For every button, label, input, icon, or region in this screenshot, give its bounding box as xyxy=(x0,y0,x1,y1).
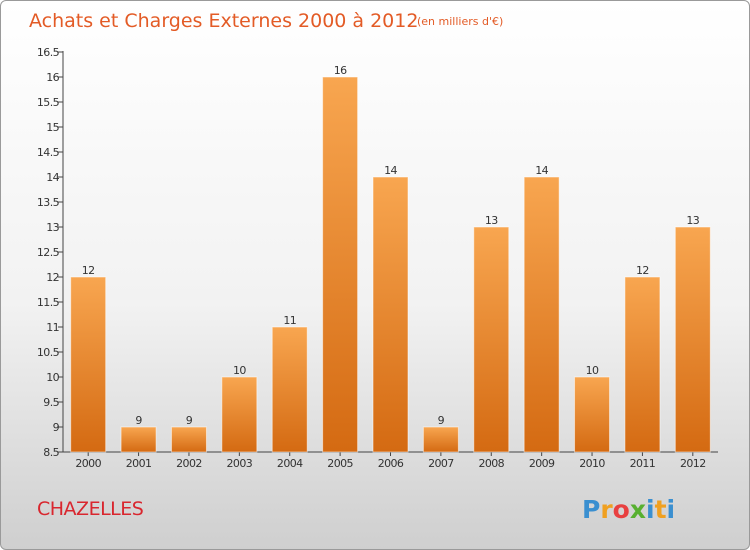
value-label: 14 xyxy=(384,164,397,177)
bar xyxy=(372,176,409,453)
bar xyxy=(221,376,258,453)
x-tick-label: 2009 xyxy=(529,457,555,470)
bar xyxy=(523,176,560,453)
value-label: 10 xyxy=(586,364,599,377)
x-tick-label: 2000 xyxy=(75,457,101,470)
x-tick-label: 2007 xyxy=(428,457,454,470)
commune-name: CHAZELLES xyxy=(37,498,143,520)
x-axis: 2000 2001 2002 2003 2004 2005 2006 2007 2008 2009… xyxy=(63,451,718,470)
y-tick-label: 9.5 xyxy=(43,396,59,409)
y-tick-label: 12 xyxy=(46,271,59,284)
y-tick-label: 12.5 xyxy=(37,246,60,259)
y-tick-label: 14 xyxy=(46,171,59,184)
bar xyxy=(422,426,459,453)
bar xyxy=(271,326,308,453)
bars: 12 9 9 10 11 16 14 9 13 14 10 12 13 xyxy=(70,64,711,453)
y-axis: 8.5 9 9.5 10 10.5 11 11.5 12 12.5 13 13.5 14 14.5 15 1… xyxy=(37,46,64,459)
bar xyxy=(70,276,107,453)
value-label: 9 xyxy=(135,414,142,427)
y-tick-label: 8.5 xyxy=(43,446,59,459)
logo-letter: t xyxy=(655,495,667,524)
value-label: 13 xyxy=(485,214,498,227)
value-label: 9 xyxy=(438,414,445,427)
value-label: 16 xyxy=(334,64,347,77)
y-tick-label: 15 xyxy=(46,121,59,134)
logo-letter: r xyxy=(600,495,613,524)
x-tick-label: 2011 xyxy=(630,457,656,470)
proxiti-logo: Proxiti xyxy=(582,495,675,524)
logo-letter: x xyxy=(630,495,646,524)
value-label: 13 xyxy=(686,214,699,227)
logo-letter: i xyxy=(646,495,655,524)
value-label: 9 xyxy=(186,414,193,427)
bar xyxy=(674,226,711,453)
logo-letter: o xyxy=(613,495,630,524)
y-tick-label: 9 xyxy=(53,421,60,434)
y-tick-label: 13.5 xyxy=(37,196,60,209)
logo-letter: P xyxy=(582,495,600,524)
x-tick-label: 2004 xyxy=(277,457,303,470)
x-tick-label: 2002 xyxy=(176,457,202,470)
chart-title: Achats et Charges Externes 2000 à 2012 xyxy=(29,10,418,32)
y-tick-label: 10.5 xyxy=(37,346,60,359)
chart-subtitle: (en milliers d'€) xyxy=(417,15,503,28)
y-tick-label: 15.5 xyxy=(37,96,60,109)
bar xyxy=(322,76,359,453)
bar xyxy=(473,226,510,453)
value-label: 10 xyxy=(233,364,246,377)
y-tick-label: 16 xyxy=(46,71,59,84)
value-label: 11 xyxy=(283,314,296,327)
y-tick-label: 13 xyxy=(46,221,59,234)
x-tick-label: 2005 xyxy=(327,457,353,470)
bar xyxy=(574,376,611,453)
value-label: 12 xyxy=(82,264,95,277)
logo-letter: i xyxy=(667,495,676,524)
x-tick-label: 2006 xyxy=(378,457,404,470)
x-tick-label: 2001 xyxy=(126,457,152,470)
y-tick-label: 11 xyxy=(46,321,59,334)
x-tick-label: 2003 xyxy=(227,457,253,470)
x-tick-label: 2012 xyxy=(680,457,706,470)
bar xyxy=(170,426,207,453)
y-tick-label: 16.5 xyxy=(37,46,60,59)
y-tick-label: 10 xyxy=(46,371,59,384)
bar xyxy=(624,276,661,453)
value-label: 14 xyxy=(535,164,548,177)
x-tick-label: 2010 xyxy=(579,457,605,470)
y-tick-label: 11.5 xyxy=(37,296,60,309)
value-label: 12 xyxy=(636,264,649,277)
y-tick-label: 14.5 xyxy=(37,146,60,159)
bar xyxy=(120,426,157,453)
x-tick-label: 2008 xyxy=(478,457,504,470)
